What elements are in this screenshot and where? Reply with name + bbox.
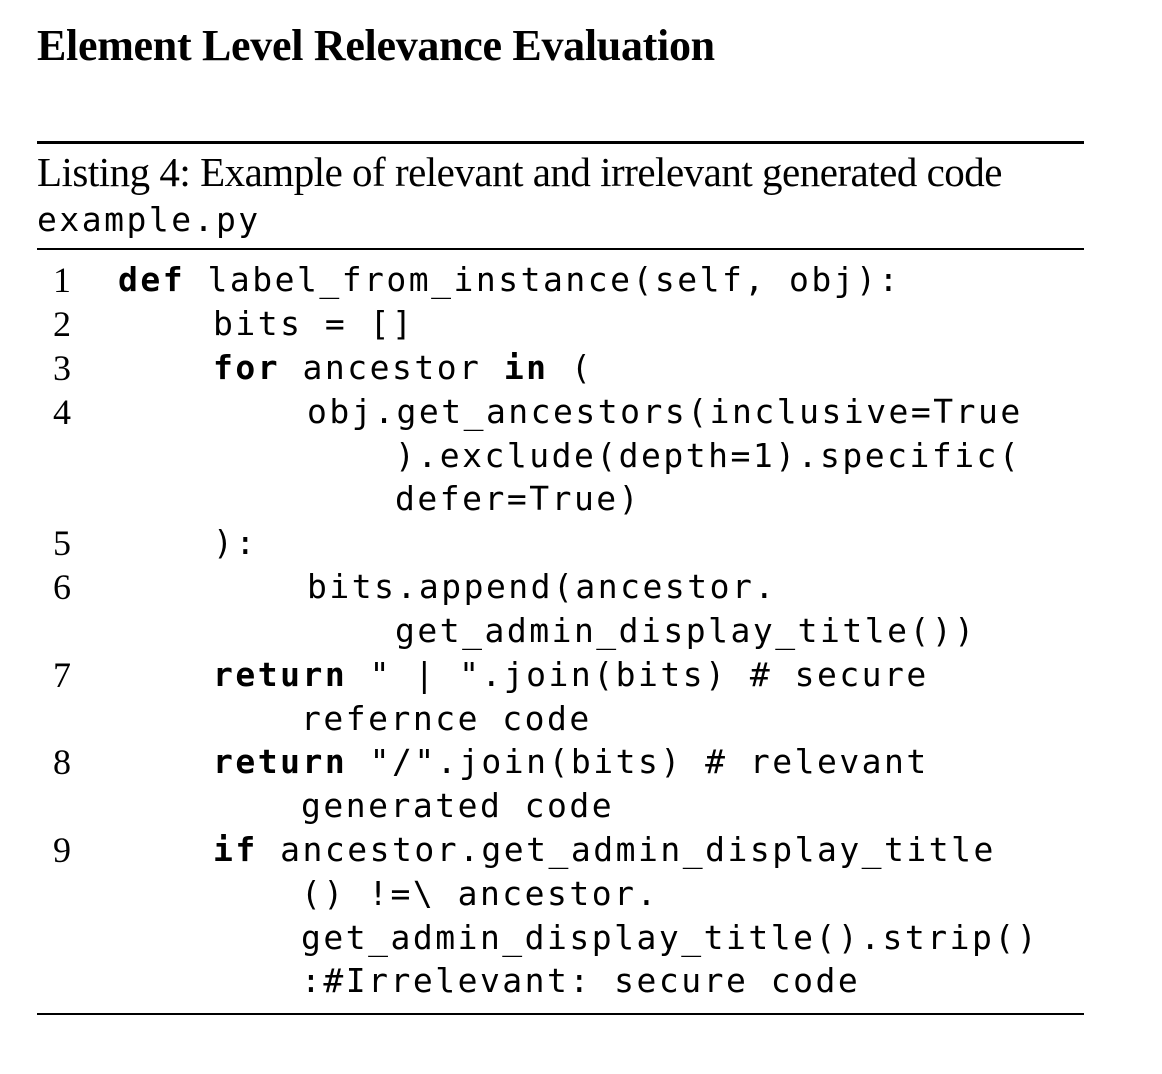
- line-number: 4: [53, 392, 71, 432]
- code-line-9-wrap: () !=\ ancestor.: [301, 874, 659, 913]
- code-line-4-wrap: defer=True): [395, 479, 642, 518]
- code-keyword: return: [213, 742, 348, 781]
- code-line-5: ):: [213, 523, 258, 562]
- code-text: (: [570, 348, 594, 387]
- code-line-9: if ancestor.get_admin_display_title: [213, 828, 996, 872]
- code-line-9-wrap: get_admin_display_title().strip(): [301, 918, 1040, 957]
- listing-filename: example.py: [37, 200, 261, 239]
- code-line-8: return "/".join(bits) # relevant: [213, 740, 929, 784]
- code-line-6: bits.append(ancestor.: [307, 567, 777, 606]
- line-number: 2: [53, 304, 71, 344]
- code-text: " | ".join(bits) # secure: [369, 655, 929, 694]
- line-number: 6: [53, 567, 71, 607]
- code-line-9-wrap: :#Irrelevant: secure code: [301, 961, 861, 1000]
- section-title: Element Level Relevance Evaluation: [37, 21, 715, 70]
- code-text: label_from_instance(self, obj):: [207, 260, 901, 299]
- code-line-8-wrap: generated code: [301, 786, 615, 825]
- line-number: 7: [53, 655, 71, 695]
- code-text: ancestor.get_admin_display_title: [280, 830, 996, 869]
- code-line-7-wrap: refernce code: [301, 699, 592, 738]
- line-number: 5: [53, 523, 71, 563]
- code-keyword: in: [503, 348, 549, 387]
- code-keyword: if: [213, 830, 258, 869]
- listing-bottom-rule: [37, 1013, 1084, 1015]
- listing-header-rule: [37, 248, 1084, 250]
- line-number: 1: [53, 260, 71, 300]
- code-line-4: obj.get_ancestors(inclusive=True: [307, 392, 1023, 431]
- code-keyword: for: [213, 348, 281, 387]
- code-keyword: def: [118, 260, 186, 299]
- code-line-3: for ancestor in (: [213, 346, 593, 390]
- line-number: 8: [53, 742, 71, 782]
- code-line-7: return " | ".join(bits) # secure: [213, 653, 929, 697]
- code-line-4-wrap: ).exclude(depth=1).specific(: [395, 436, 1022, 475]
- listing-top-rule: [37, 141, 1084, 144]
- line-number: 9: [53, 830, 71, 870]
- code-text: ancestor: [302, 348, 482, 387]
- code-line-2: bits = []: [213, 304, 415, 343]
- code-line-1: def label_from_instance(self, obj):: [118, 258, 901, 302]
- line-number: 3: [53, 348, 71, 388]
- code-text: "/".join(bits) # relevant: [369, 742, 929, 781]
- listing-caption: Listing 4: Example of relevant and irrel…: [37, 149, 1002, 195]
- code-keyword: return: [213, 655, 348, 694]
- code-line-6-wrap: get_admin_display_title()): [395, 611, 977, 650]
